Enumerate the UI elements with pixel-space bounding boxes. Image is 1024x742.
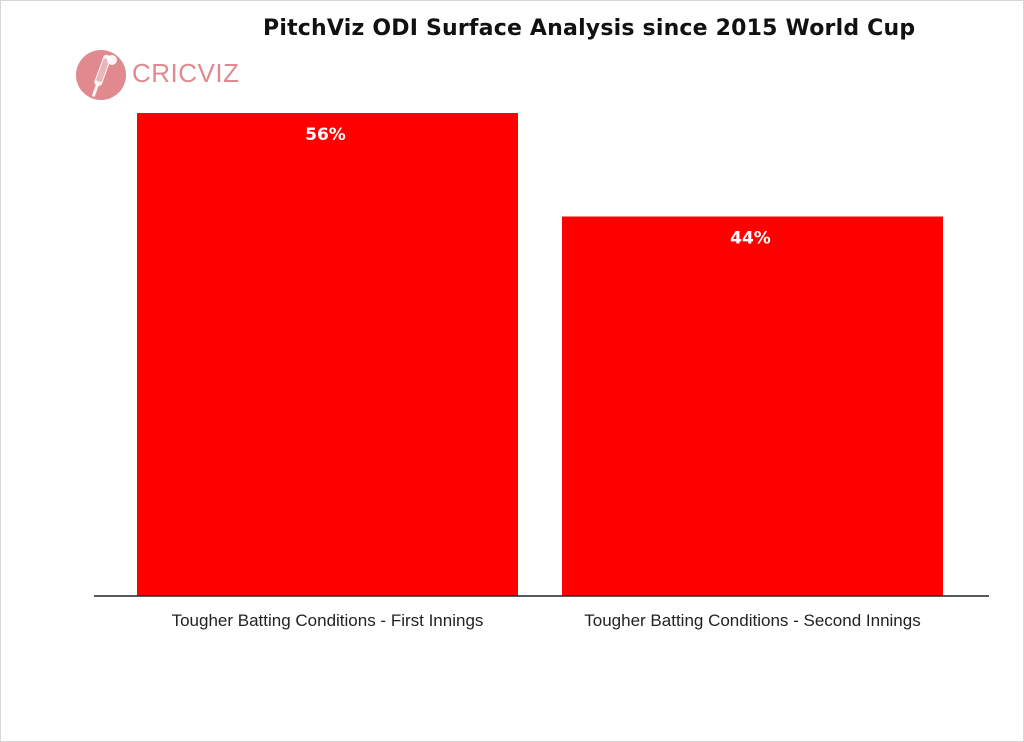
bar-1 [137, 113, 518, 596]
data-label-1: 56% [305, 125, 346, 145]
x-tick-label-1: Tougher Batting Conditions - First Innin… [172, 611, 484, 630]
bars-layer [137, 113, 943, 596]
cricket-bat-ball-icon [76, 50, 126, 100]
data-label-2: 44% [730, 229, 771, 249]
x-tick-label-2: Tougher Batting Conditions - Second Inni… [584, 611, 920, 630]
labels-layer: 56% Tougher Batting Conditions - First In… [172, 125, 921, 630]
logo-wordmark: CRICVIZ [132, 58, 240, 88]
cricviz-logo: CRICVIZ [74, 48, 239, 104]
chart-title: PitchViz ODI Surface Analysis since 2015… [263, 16, 916, 41]
bar-2 [562, 216, 943, 596]
